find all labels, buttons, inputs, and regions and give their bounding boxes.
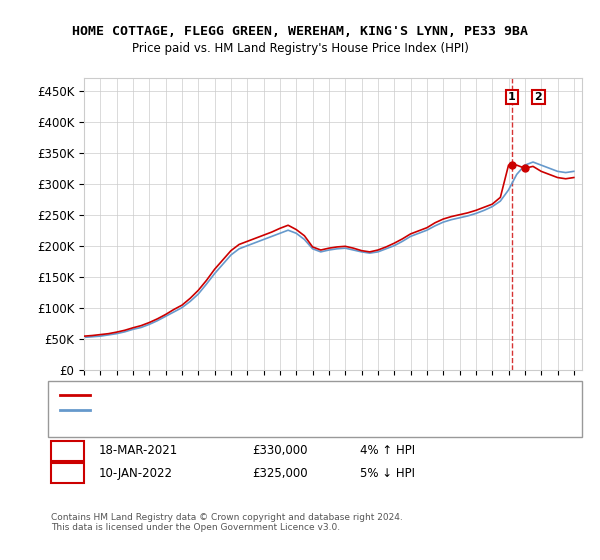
Text: 1: 1 [63,444,71,458]
Text: HOME COTTAGE, FLEGG GREEN, WEREHAM, KING'S LYNN, PE33 9BA: HOME COTTAGE, FLEGG GREEN, WEREHAM, KING… [72,25,528,38]
Text: HPI: Average price, detached house, King's Lynn and West Norfolk: HPI: Average price, detached house, King… [99,405,443,416]
Text: 1: 1 [508,92,515,102]
Text: 5% ↓ HPI: 5% ↓ HPI [360,466,415,480]
Text: Contains HM Land Registry data © Crown copyright and database right 2024.
This d: Contains HM Land Registry data © Crown c… [51,512,403,532]
Text: 4% ↑ HPI: 4% ↑ HPI [360,444,415,458]
Text: £325,000: £325,000 [252,466,308,480]
Text: HOME COTTAGE, FLEGG GREEN, WEREHAM, KING'S LYNN, PE33 9BA (detached house): HOME COTTAGE, FLEGG GREEN, WEREHAM, KING… [99,390,546,400]
Text: £330,000: £330,000 [252,444,308,458]
Text: 2: 2 [63,466,71,480]
Text: 10-JAN-2022: 10-JAN-2022 [99,466,173,480]
Text: 18-MAR-2021: 18-MAR-2021 [99,444,178,458]
Text: Price paid vs. HM Land Registry's House Price Index (HPI): Price paid vs. HM Land Registry's House … [131,42,469,55]
Text: 2: 2 [535,92,542,102]
